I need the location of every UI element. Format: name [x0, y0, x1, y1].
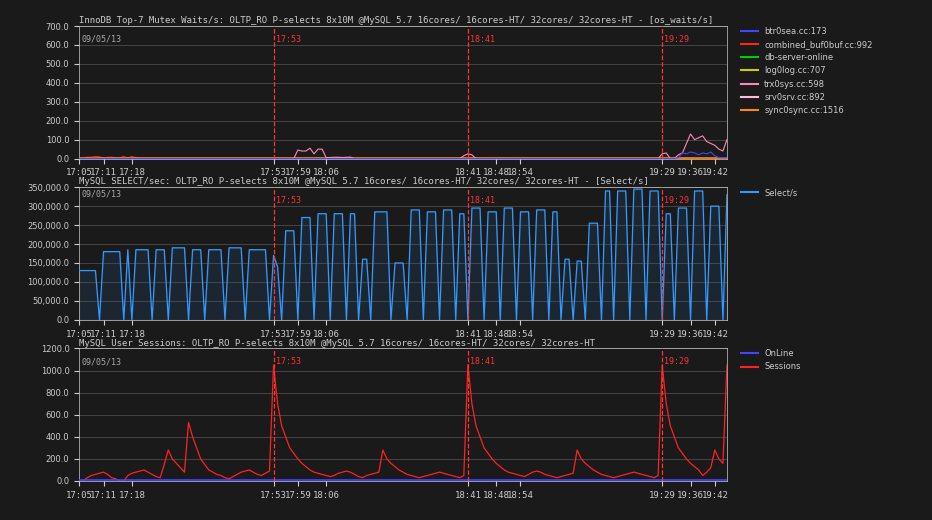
Text: MySQL User Sessions: OLTP_RO P-selects 8x10M @MySQL 5.7 16cores/ 16cores-HT/ 32c: MySQL User Sessions: OLTP_RO P-selects 8… [79, 339, 596, 348]
Text: 17:53: 17:53 [276, 196, 300, 205]
Text: 18:41: 18:41 [470, 357, 495, 366]
Text: 17:53: 17:53 [276, 35, 300, 44]
Text: 19:29: 19:29 [665, 196, 689, 205]
Text: 19:29: 19:29 [665, 35, 689, 44]
Text: InnoDB Top-7 Mutex Waits/s: OLTP_RO P-selects 8x10M @MySQL 5.7 16cores/ 16cores-: InnoDB Top-7 Mutex Waits/s: OLTP_RO P-se… [79, 16, 714, 25]
Text: 18:41: 18:41 [470, 35, 495, 44]
Legend: OnLine, Sessions: OnLine, Sessions [737, 346, 804, 375]
Legend: btr0sea.cc:173, combined_buf0buf.cc:992, db-server-online, log0log.cc:707, trx0s: btr0sea.cc:173, combined_buf0buf.cc:992,… [737, 23, 876, 118]
Text: 19:29: 19:29 [665, 357, 689, 366]
Text: MySQL SELECT/sec: OLTP_RO P-selects 8x10M @MySQL 5.7 16cores/ 16cores-HT/ 32core: MySQL SELECT/sec: OLTP_RO P-selects 8x10… [79, 177, 649, 187]
Text: 09/05/13: 09/05/13 [81, 357, 121, 366]
Text: 18:41: 18:41 [470, 196, 495, 205]
Legend: Select/s: Select/s [737, 185, 801, 200]
Text: 09/05/13: 09/05/13 [81, 189, 121, 199]
Text: 17:53: 17:53 [276, 357, 300, 366]
Text: 09/05/13: 09/05/13 [81, 35, 121, 44]
